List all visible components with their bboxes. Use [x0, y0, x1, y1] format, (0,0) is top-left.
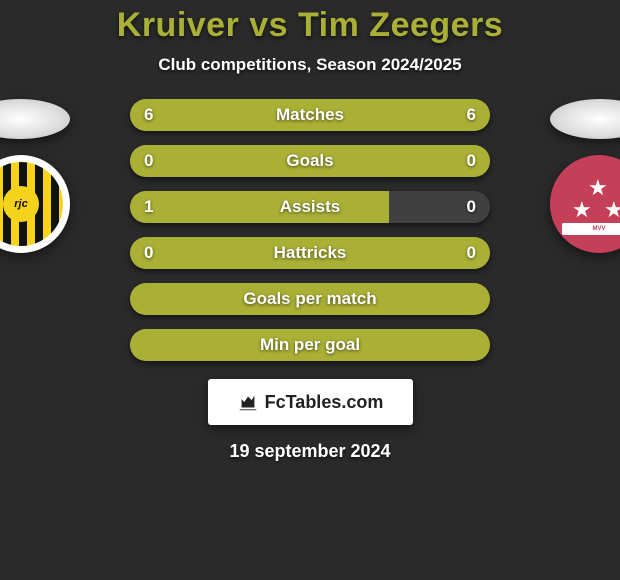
- chart-icon: [237, 391, 259, 413]
- stat-row: Hattricks00: [130, 237, 490, 269]
- player-left-silhouette: [0, 99, 70, 139]
- brand-text: FcTables.com: [265, 392, 384, 413]
- page-subtitle: Club competitions, Season 2024/2025: [158, 55, 461, 75]
- comparison-infographic: Kruiver vs Tim Zeegers Club competitions…: [0, 0, 620, 580]
- club-badge-right: ★★★ MVV: [550, 155, 620, 253]
- stat-bars: Matches66 Goals00 Assists10 Hattricks00 Goal…: [130, 99, 490, 361]
- date-text: 19 september 2024: [229, 441, 390, 462]
- player-right-silhouette: [550, 99, 620, 139]
- stat-row: Goals per match: [130, 283, 490, 315]
- stat-row: Matches66: [130, 99, 490, 131]
- brand-badge: FcTables.com: [208, 379, 413, 425]
- stat-row: Min per goal: [130, 329, 490, 361]
- stat-row: Assists10: [130, 191, 490, 223]
- stats-area: ★★★ MVV Matches66 Goals00 Assists10 Hattric…: [0, 99, 620, 361]
- club-badge-left: [0, 155, 70, 253]
- club-right-text: MVV: [562, 223, 620, 235]
- stat-row: Goals00: [130, 145, 490, 177]
- page-title: Kruiver vs Tim Zeegers: [117, 6, 503, 45]
